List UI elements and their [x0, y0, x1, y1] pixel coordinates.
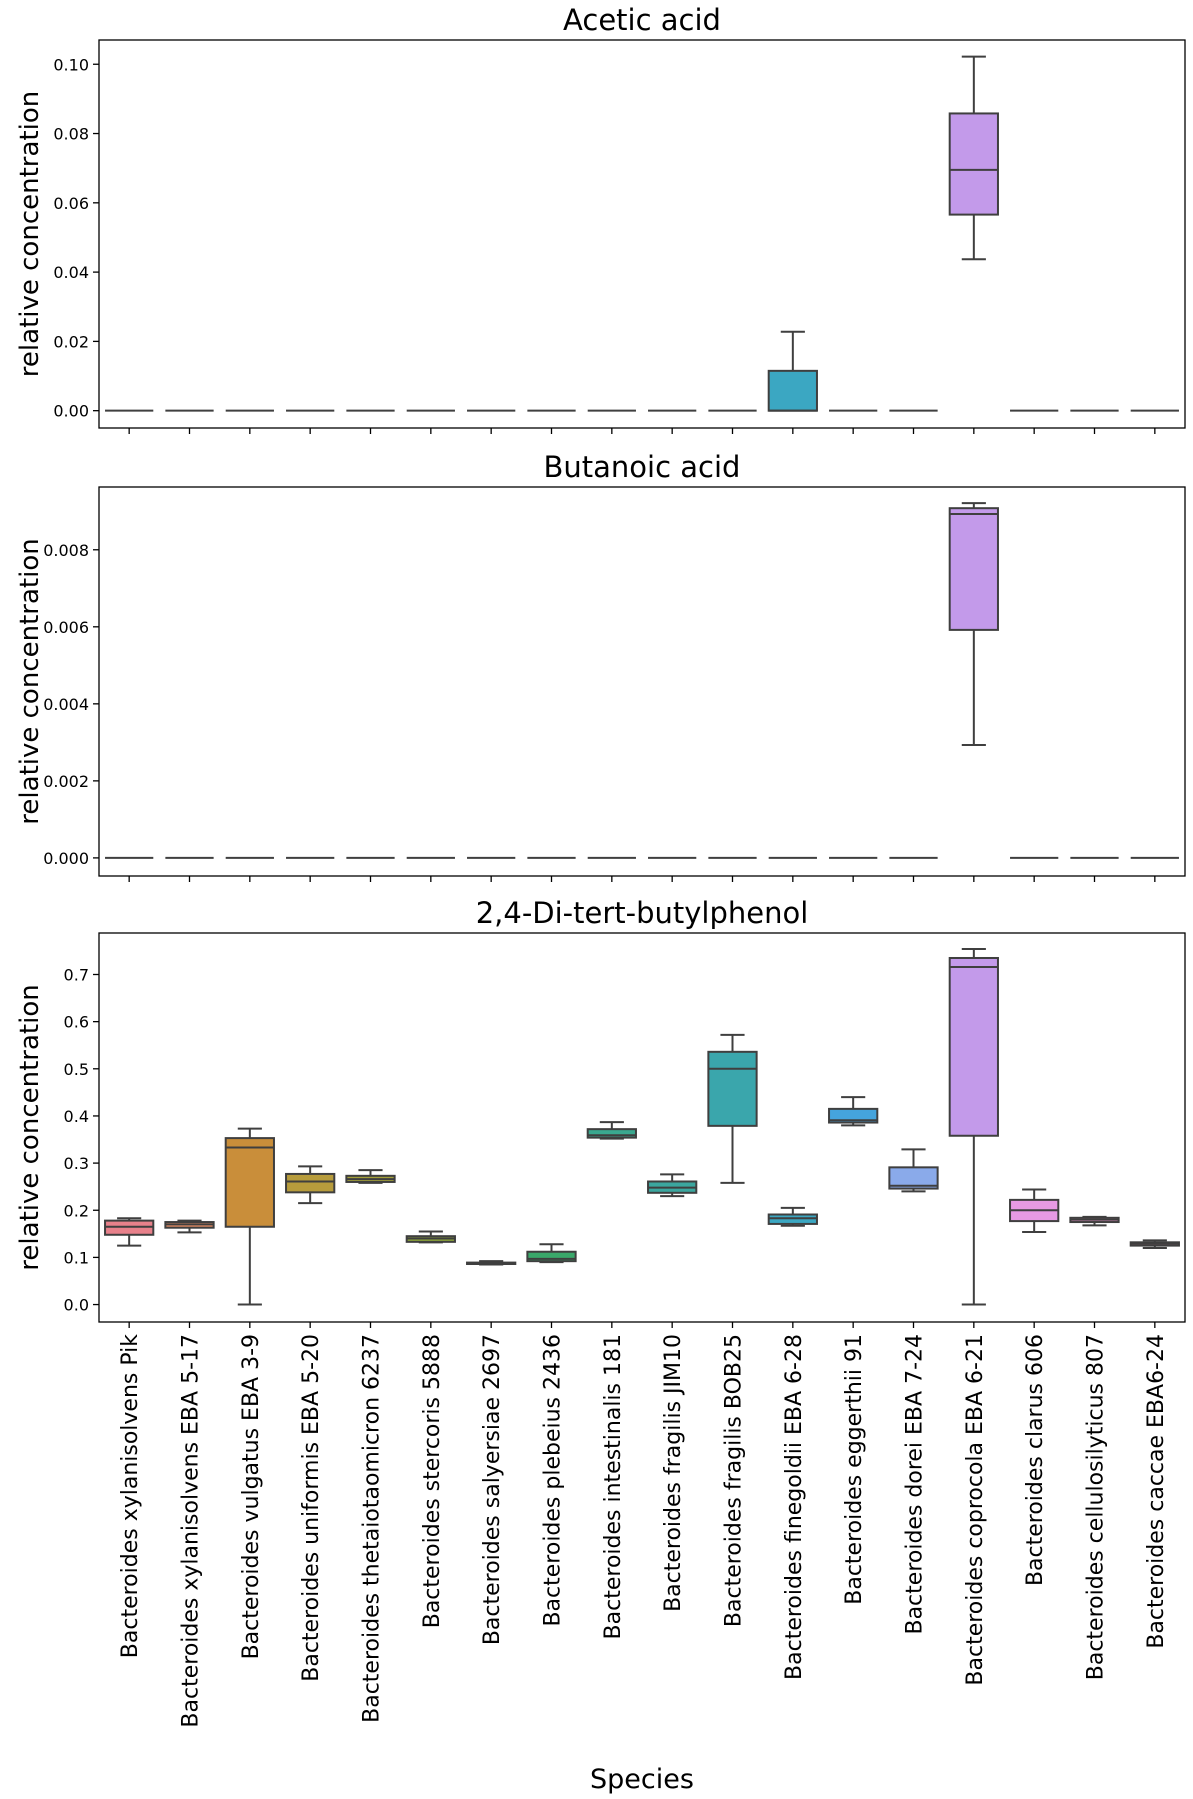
box-17 — [1069, 1215, 1120, 1227]
subplot-title: Acetic acid — [563, 3, 721, 37]
box-18 — [1129, 1239, 1180, 1249]
y-tick-label: 0.4 — [64, 1107, 89, 1126]
x-axis-label: Species — [590, 1764, 694, 1795]
x-tick-label: Bacteroides finegoldii EBA 6-28 — [782, 1334, 807, 1680]
y-tick-label: 0.06 — [53, 194, 89, 213]
y-tick-label: 0.08 — [53, 125, 89, 144]
box-13 — [828, 1096, 879, 1127]
x-tick-label: Bacteroides plebeius 2436 — [541, 1334, 566, 1627]
box-3 — [224, 1127, 275, 1306]
y-tick-label: 0.002 — [43, 772, 89, 791]
subplots: Acetic acid relative concentration 0.00 0.0… — [15, 3, 1186, 1328]
y-axis-label: relative concentration — [15, 984, 45, 1270]
x-tick-label: Bacteroides stercoris 5888 — [420, 1334, 445, 1628]
box-15 — [948, 502, 999, 747]
box-9 — [586, 1121, 637, 1140]
subplot-2: Butanoic acid relative concentration 0.000… — [15, 450, 1186, 882]
y-tick-label: 0.00 — [53, 402, 89, 421]
box-4 — [285, 1165, 336, 1205]
box-body — [828, 1107, 879, 1124]
y-tick-label: 0.006 — [43, 618, 89, 637]
box-body — [767, 369, 818, 412]
subplot-title: Butanoic acid — [544, 450, 741, 484]
y-tick-label: 0.7 — [64, 965, 89, 984]
box-1 — [104, 1217, 155, 1247]
box-body — [888, 1166, 939, 1190]
y-tick-label: 0.5 — [64, 1060, 89, 1079]
y-axis-label: relative concentration — [15, 91, 45, 377]
x-tick-labels: Bacteroides xylanisolvens Pik Bacteroides… — [118, 1334, 1169, 1728]
x-tick-label: Bacteroides salyersiae 2697 — [480, 1334, 505, 1645]
subplot-3: 2,4-Di-tert-butylphenol relative concentr… — [15, 896, 1186, 1328]
x-tick-label: Bacteroides clarus 606 — [1023, 1334, 1048, 1586]
axes-frame — [98, 39, 1186, 429]
x-tick-label: Bacteroides eggerthii 91 — [842, 1334, 867, 1605]
y-tick-label: 0.02 — [53, 332, 89, 351]
box-6 — [405, 1230, 456, 1244]
x-tick-label: Bacteroides caccae EBA6-24 — [1144, 1334, 1169, 1649]
box-15 — [948, 948, 999, 1306]
box-body — [285, 1172, 336, 1194]
box-body — [707, 1050, 758, 1127]
x-tick-label: Bacteroides coprocola EBA 6-21 — [963, 1334, 988, 1686]
y-tick-label: 0.3 — [64, 1154, 89, 1173]
box-2 — [164, 1219, 215, 1234]
x-tick-label: Bacteroides uniformis EBA 5-20 — [299, 1334, 324, 1682]
y-tick-label: 0.0 — [64, 1296, 89, 1315]
subplot-1: Acetic acid relative concentration 0.00 0.0… — [15, 3, 1186, 434]
y-tick-label: 0.2 — [64, 1201, 89, 1220]
y-tick-label: 0.004 — [43, 695, 89, 714]
x-tick-label: Bacteroides cellulosilyticus 807 — [1084, 1334, 1109, 1680]
box-15 — [948, 55, 999, 261]
x-tick-label: Bacteroides xylanisolvens Pik — [118, 1334, 143, 1658]
box-body — [948, 956, 999, 1137]
box-7 — [466, 1260, 517, 1266]
x-tick-label: Bacteroides xylanisolvens EBA 5-17 — [179, 1334, 204, 1728]
box-body — [948, 112, 999, 216]
x-tick-label: Bacteroides thetaiotaomicron 6237 — [360, 1334, 385, 1723]
axes-frame — [98, 932, 1186, 1323]
y-tick-label: 0.04 — [53, 263, 89, 282]
box-12 — [767, 1206, 818, 1227]
x-tick-label: Bacteroides intestinalis 181 — [601, 1334, 626, 1639]
y-tick-label: 0.008 — [43, 541, 89, 560]
x-tick-label: Bacteroides dorei EBA 7-24 — [903, 1334, 928, 1635]
box-12 — [767, 330, 818, 412]
y-tick-label: 0.1 — [64, 1248, 89, 1267]
x-tick-label: Bacteroides fragilis BOB25 — [722, 1334, 747, 1627]
axes-frame — [98, 486, 1186, 877]
y-axis-label: relative concentration — [15, 538, 45, 824]
box-body — [526, 1250, 577, 1263]
box-body — [224, 1137, 275, 1228]
box-14 — [888, 1148, 939, 1193]
box-8 — [526, 1243, 577, 1264]
subplot-title: 2,4-Di-tert-butylphenol — [476, 896, 809, 930]
x-tick-label: Bacteroides vulgatus EBA 3-9 — [239, 1334, 264, 1659]
y-tick-label: 0.6 — [64, 1013, 89, 1032]
box-5 — [345, 1169, 396, 1184]
box-body — [948, 507, 999, 631]
box-10 — [647, 1173, 698, 1198]
y-tick-label: 0.10 — [53, 55, 89, 74]
box-body — [586, 1128, 637, 1139]
box-16 — [1009, 1188, 1060, 1233]
x-tick-label: Bacteroides fragilis JIM10 — [661, 1334, 686, 1612]
y-tick-label: 0.000 — [43, 849, 89, 868]
box-11 — [707, 1033, 758, 1184]
